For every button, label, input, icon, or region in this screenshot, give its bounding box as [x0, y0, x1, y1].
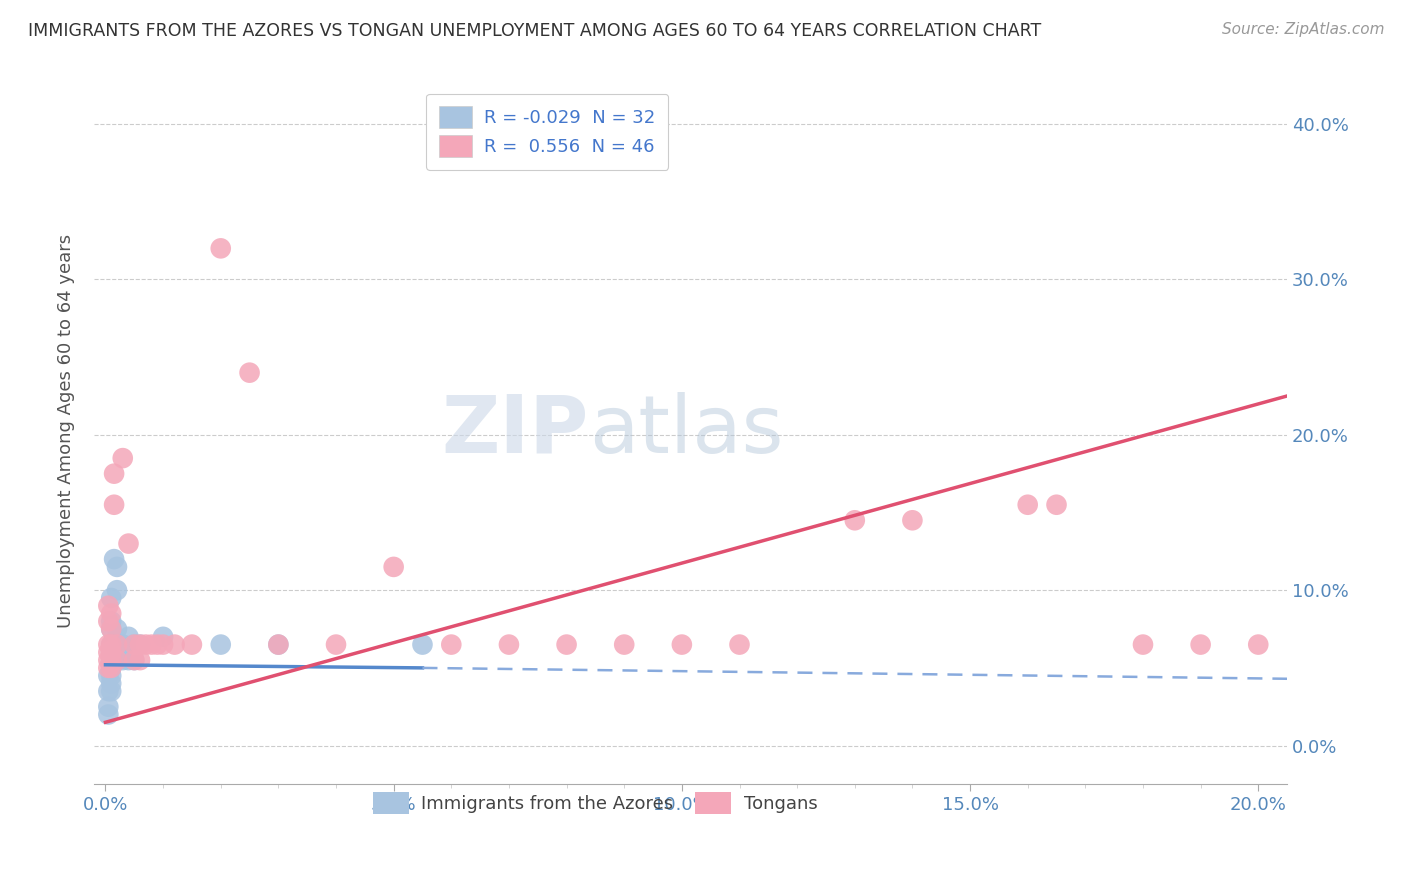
Point [103, 498, 125, 512]
Point [844, 513, 866, 527]
Point [105, 653, 128, 667]
Point [100, 653, 122, 667]
Point [267, 638, 290, 652]
Point [100, 638, 122, 652]
Point [97, 645, 120, 659]
Point [111, 451, 134, 466]
Point [97, 614, 120, 628]
Text: IMMIGRANTS FROM THE AZORES VS TONGAN UNEMPLOYMENT AMONG AGES 60 TO 64 YEARS CORR: IMMIGRANTS FROM THE AZORES VS TONGAN UNE… [28, 22, 1042, 40]
Point [105, 583, 128, 598]
Point [163, 638, 186, 652]
Point [105, 645, 128, 659]
Point [411, 638, 433, 652]
Point [129, 638, 152, 652]
Point [671, 638, 693, 652]
Point [100, 676, 122, 690]
Point [100, 661, 122, 675]
Y-axis label: Unemployment Among Ages 60 to 64 years: Unemployment Among Ages 60 to 64 years [58, 234, 75, 628]
Point [100, 591, 122, 605]
Point [124, 638, 146, 652]
Point [111, 653, 134, 667]
Point [100, 645, 122, 659]
Point [100, 684, 122, 698]
Point [129, 653, 152, 667]
Point [103, 552, 125, 566]
Point [100, 653, 122, 667]
Point [97, 707, 120, 722]
Point [901, 513, 924, 527]
Point [728, 638, 751, 652]
Point [103, 467, 125, 481]
Point [152, 638, 174, 652]
Point [135, 638, 157, 652]
Point [124, 653, 146, 667]
Point [124, 638, 146, 652]
Point [209, 638, 232, 652]
Text: ZIP: ZIP [441, 392, 589, 470]
Point [1132, 638, 1154, 652]
Point [97, 653, 120, 667]
Point [100, 622, 122, 636]
Point [440, 638, 463, 652]
Point [146, 638, 169, 652]
Point [1189, 638, 1212, 652]
Point [100, 668, 122, 682]
Point [124, 653, 146, 667]
Point [100, 607, 122, 621]
Point [97, 599, 120, 613]
Point [100, 638, 122, 652]
Point [209, 241, 232, 255]
Point [238, 366, 260, 380]
Point [105, 622, 128, 636]
Point [267, 638, 290, 652]
Point [100, 622, 122, 636]
Point [105, 653, 128, 667]
Point [97, 638, 120, 652]
Text: Source: ZipAtlas.com: Source: ZipAtlas.com [1222, 22, 1385, 37]
Point [382, 560, 405, 574]
Point [555, 638, 578, 652]
Point [613, 638, 636, 652]
Point [100, 614, 122, 628]
Point [1247, 638, 1270, 652]
Point [1045, 498, 1067, 512]
Point [105, 560, 128, 574]
Point [498, 638, 520, 652]
Point [325, 638, 347, 652]
Point [97, 661, 120, 675]
Point [97, 668, 120, 682]
Point [97, 699, 120, 714]
Point [111, 638, 134, 652]
Point [117, 630, 139, 644]
Point [141, 638, 163, 652]
Point [129, 638, 152, 652]
Point [100, 645, 122, 659]
Point [1017, 498, 1039, 512]
Legend: Immigrants from the Azores, Tongans: Immigrants from the Azores, Tongans [361, 781, 828, 825]
Point [152, 630, 174, 644]
Point [117, 536, 139, 550]
Point [100, 661, 122, 675]
Point [117, 653, 139, 667]
Point [105, 638, 128, 652]
Point [97, 684, 120, 698]
Point [180, 638, 202, 652]
Text: atlas: atlas [589, 392, 783, 470]
Point [105, 638, 128, 652]
